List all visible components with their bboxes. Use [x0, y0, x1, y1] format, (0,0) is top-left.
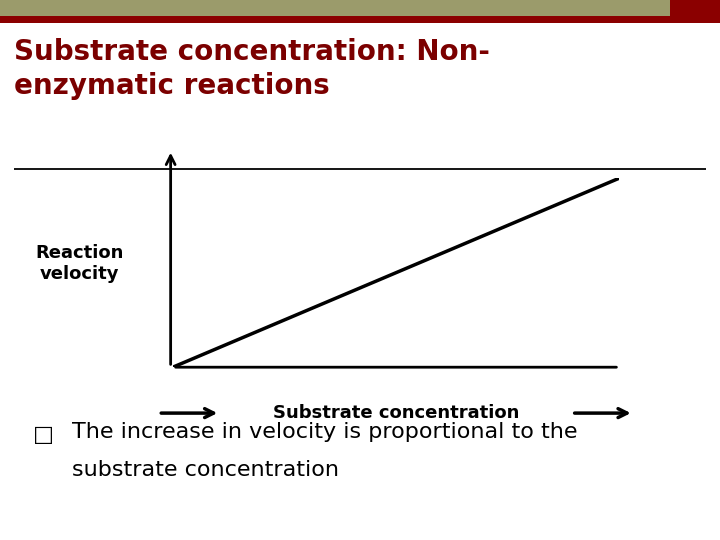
Text: □: □ [32, 424, 54, 445]
Text: Substrate concentration: Substrate concentration [273, 404, 519, 422]
Text: The increase in velocity is proportional to the: The increase in velocity is proportional… [72, 422, 577, 442]
Text: Substrate concentration: Non-
enzymatic reactions: Substrate concentration: Non- enzymatic … [14, 38, 490, 100]
Text: Reaction
velocity: Reaction velocity [35, 244, 123, 282]
Text: substrate concentration: substrate concentration [72, 460, 339, 480]
